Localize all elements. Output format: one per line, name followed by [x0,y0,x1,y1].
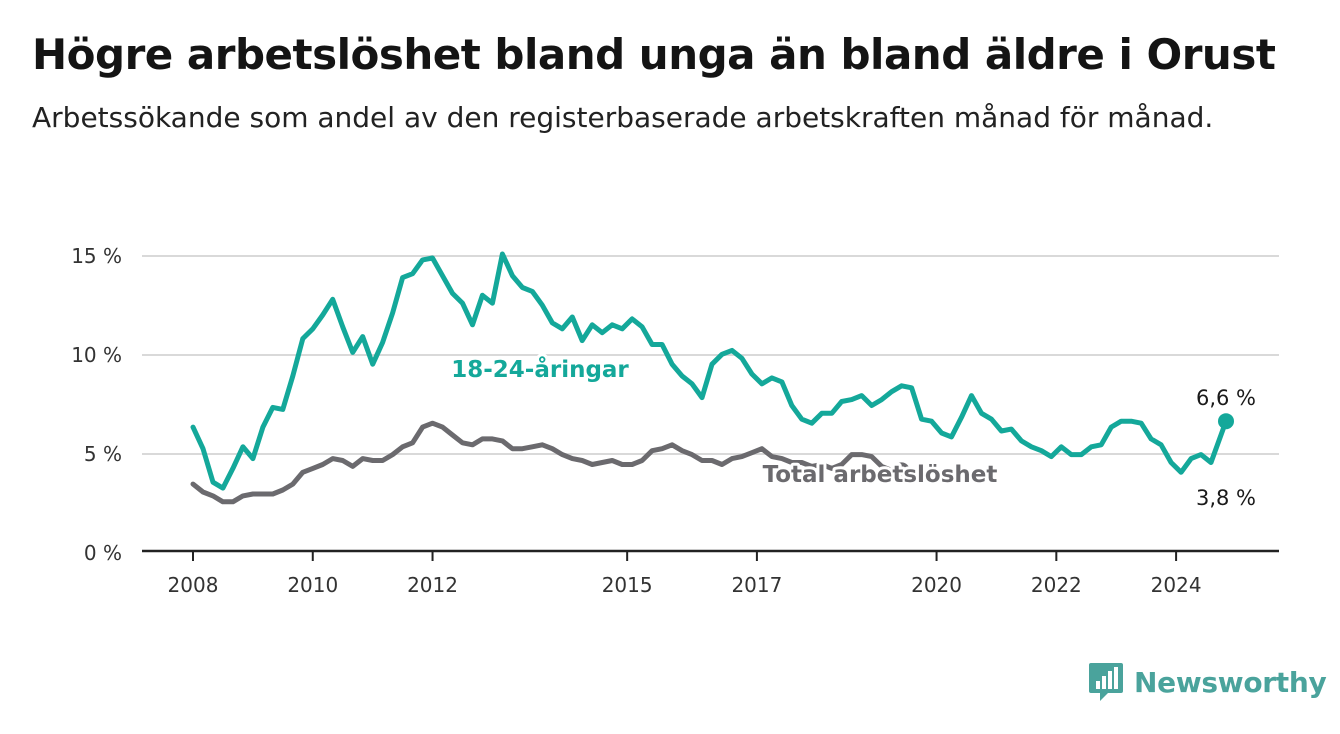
chart-title: Högre arbetslöshet bland unga än bland ä… [32,30,1276,79]
x-tick-label: 2017 [731,573,782,597]
chart-subtitle: Arbetssökande som andel av den registerb… [32,101,1214,134]
x-axis-ticks: 2008 2010 2012 2015 2017 2020 2022 2024 [168,551,1202,597]
brand-name: Newsworthy [1134,665,1327,699]
series-labels: 18-24-åringar Total arbetslöshet [448,353,1000,491]
gridlines [142,255,1279,455]
series-line-youth [190,251,1229,491]
y-axis-labels: 15 % 10 % 5 % 0 % [71,244,122,565]
x-tick-label: 2010 [287,573,338,597]
y-tick-label: 0 % [84,541,122,565]
series-line-total [190,420,905,505]
bar-chart-logo-icon [1089,663,1123,701]
series-end-point-youth [1218,413,1234,430]
y-tick-label: 15 % [71,244,122,268]
y-tick-label: 5 % [84,442,122,466]
series-end-point-total [893,462,910,479]
end-label-youth: 6,6 % [1196,386,1256,410]
newsworthy-logo: Newsworthy [1088,660,1327,704]
y-tick-label: 10 % [71,343,122,367]
x-tick-label: 2024 [1151,573,1202,597]
x-tick-label: 2008 [168,573,219,597]
series-end-markers [893,413,1234,479]
series-lines [190,251,1229,505]
end-label-total: 3,8 % [1196,486,1256,510]
x-tick-label: 2020 [911,573,962,597]
x-tick-label: 2015 [602,573,653,597]
series-label-youth: 18-24-åringar [451,356,629,383]
x-tick-label: 2012 [407,573,458,597]
end-value-labels: 6,6 % 3,8 % [1196,386,1256,510]
series-label-total: Total arbetslöshet [763,462,998,488]
x-tick-label: 2022 [1031,573,1082,597]
